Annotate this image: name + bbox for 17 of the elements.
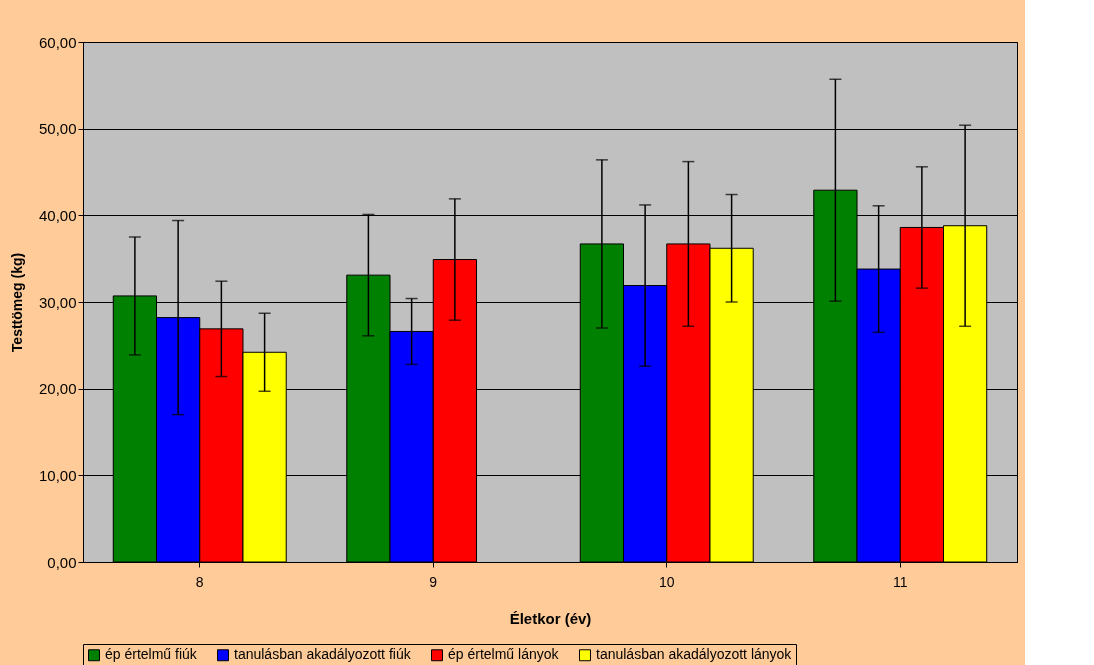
legend-label: ép értelmű lányok — [448, 646, 560, 663]
y-axis-title: Testtömeg (kg) — [8, 252, 25, 353]
x-axis-title: Életkor (év) — [509, 609, 592, 627]
y-tick-label: 30,00 — [38, 293, 77, 311]
y-tick-label: 60,00 — [38, 33, 77, 51]
legend-label: tanulásban akadályozott lányok — [596, 646, 793, 663]
x-tick-label: 8 — [195, 573, 204, 590]
legend-label: tanulásban akadályozott fiúk — [234, 646, 412, 663]
x-tick-label: 9 — [429, 573, 438, 590]
y-tick-label: 10,00 — [38, 466, 77, 484]
x-tick-label: 11 — [892, 573, 908, 590]
legend-label: ép értelmű fiúk — [105, 646, 198, 663]
y-tick-label: 40,00 — [38, 206, 77, 224]
y-tick-label: 50,00 — [38, 120, 77, 138]
y-tick-label: 20,00 — [38, 380, 77, 398]
y-tick-label: 0,00 — [47, 553, 77, 571]
x-tick-label: 10 — [658, 573, 675, 590]
